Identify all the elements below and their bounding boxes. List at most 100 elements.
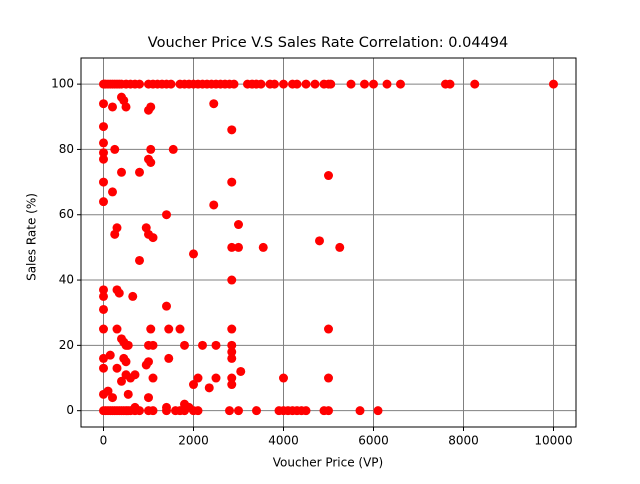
point <box>99 285 108 295</box>
x-tick-label: 6000 <box>358 434 389 448</box>
y-tick-label: 20 <box>59 338 74 352</box>
point <box>130 370 140 380</box>
point <box>144 393 153 403</box>
y-tick-label: 60 <box>59 207 74 221</box>
point <box>335 242 345 252</box>
point <box>301 79 311 89</box>
point <box>211 373 221 383</box>
point <box>360 79 369 89</box>
point <box>324 324 333 334</box>
point <box>135 167 144 177</box>
point <box>99 304 108 314</box>
point <box>227 275 237 285</box>
point <box>227 324 237 334</box>
point <box>117 167 126 177</box>
point <box>123 389 133 399</box>
point <box>148 373 158 383</box>
point <box>236 366 246 376</box>
point <box>146 324 156 334</box>
point <box>193 373 203 383</box>
point <box>189 249 198 259</box>
point <box>315 236 324 246</box>
point <box>189 380 198 390</box>
point <box>301 406 311 416</box>
point <box>227 340 237 350</box>
point <box>166 79 176 89</box>
point <box>148 406 158 416</box>
point <box>229 79 239 89</box>
point <box>225 406 234 416</box>
point <box>175 324 185 334</box>
point <box>227 177 237 187</box>
point <box>99 291 108 301</box>
point <box>209 200 219 210</box>
points <box>99 79 558 416</box>
point <box>99 353 108 363</box>
point <box>279 373 288 383</box>
point <box>135 79 144 89</box>
point <box>324 406 333 416</box>
point <box>123 340 133 350</box>
point <box>252 406 261 416</box>
point <box>99 363 108 373</box>
point <box>128 291 138 301</box>
point <box>227 353 237 363</box>
point <box>105 350 115 360</box>
point <box>146 144 156 154</box>
point <box>148 340 158 350</box>
point <box>144 357 153 367</box>
point <box>310 79 320 89</box>
point <box>103 386 113 396</box>
point <box>209 99 219 109</box>
point <box>164 353 174 363</box>
point <box>373 406 383 416</box>
point <box>193 406 203 416</box>
point <box>256 79 266 89</box>
x-tick-label: 8000 <box>448 434 479 448</box>
point <box>112 363 122 373</box>
point <box>184 402 194 412</box>
chart-title: Voucher Price V.S Sales Rate Correlation… <box>148 35 508 51</box>
point <box>234 220 243 230</box>
point <box>234 242 243 252</box>
point <box>211 340 221 350</box>
point <box>130 402 140 412</box>
y-tick-label: 0 <box>66 403 74 417</box>
plot-frame <box>80 57 577 428</box>
point <box>396 79 405 89</box>
point <box>162 210 171 220</box>
point <box>227 125 237 135</box>
point <box>355 406 365 416</box>
point <box>162 301 171 311</box>
point <box>112 223 122 233</box>
point <box>227 242 237 252</box>
point <box>114 288 124 298</box>
point <box>326 79 336 89</box>
y-tick-label: 40 <box>59 273 74 287</box>
point <box>162 402 171 412</box>
y-tick-label: 100 <box>51 77 74 91</box>
point <box>270 79 279 89</box>
grid <box>81 58 576 427</box>
point <box>146 102 156 112</box>
point <box>146 157 156 167</box>
point <box>180 340 189 350</box>
point <box>292 79 302 89</box>
point <box>135 255 144 265</box>
point <box>108 393 117 403</box>
point <box>99 197 108 207</box>
point <box>108 187 117 197</box>
point <box>121 102 131 112</box>
point <box>121 357 131 367</box>
y-axis-label: Sales Rate (%) <box>25 193 39 281</box>
point <box>198 340 207 350</box>
point <box>99 324 108 334</box>
point <box>227 373 237 383</box>
point <box>99 148 108 158</box>
point <box>324 171 333 181</box>
point <box>99 99 108 109</box>
point <box>99 122 108 132</box>
point <box>279 79 288 89</box>
point <box>234 406 243 416</box>
